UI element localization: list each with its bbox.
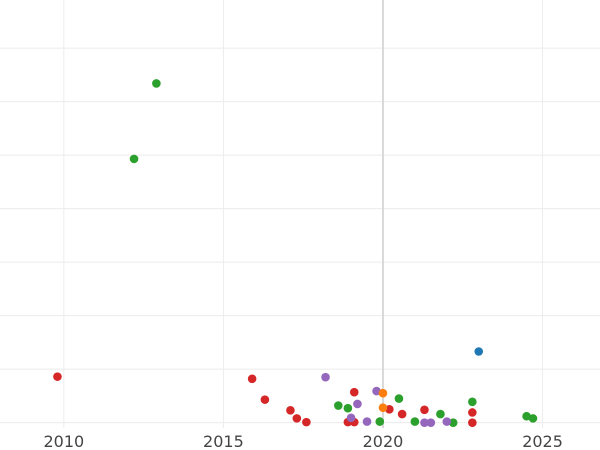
data-point-s1-3 <box>286 406 295 415</box>
data-point-s0-8 <box>448 418 458 427</box>
data-point-s1-1 <box>247 374 257 384</box>
data-point-s0-1 <box>129 154 139 164</box>
x-tick-label-2010: 2010 <box>43 432 84 450</box>
data-point-s0-5 <box>394 394 404 403</box>
data-point-s2-0 <box>321 372 330 382</box>
x-tick-label-2020: 2020 <box>363 432 404 450</box>
data-point-s3-0 <box>378 388 388 398</box>
data-point-s1-11 <box>420 405 429 415</box>
data-point-s1-4 <box>292 414 302 423</box>
data-point-s2-6 <box>426 418 436 427</box>
data-point-s0-7 <box>436 409 445 419</box>
data-point-s1-2 <box>260 395 270 404</box>
x-tick-label-2025: 2025 <box>522 432 563 450</box>
data-point-s2-3 <box>362 417 372 426</box>
data-point-s0-0 <box>152 79 161 88</box>
data-point-s1-0 <box>53 372 62 381</box>
data-point-s0-3 <box>343 403 353 413</box>
data-point-s4-0 <box>474 347 484 356</box>
data-point-s1-10 <box>397 409 407 419</box>
data-point-s0-9 <box>468 397 477 407</box>
data-point-s1-8 <box>349 387 359 397</box>
data-point-s2-1 <box>346 413 356 423</box>
data-point-s1-5 <box>302 417 311 427</box>
data-point-s0-11 <box>528 414 538 423</box>
data-point-s0-4 <box>375 417 385 426</box>
data-point-s2-5 <box>420 418 429 427</box>
x-axis-tick-labels: 2010 2015 2020 2025 <box>43 432 562 450</box>
data-point-s0-2 <box>333 401 343 410</box>
data-point-s2-7 <box>442 417 452 426</box>
grid-lines <box>0 0 600 428</box>
data-point-s3-1 <box>378 403 388 412</box>
data-point-s1-12 <box>468 408 477 417</box>
data-point-s0-6 <box>410 417 420 426</box>
data-points <box>53 79 538 427</box>
data-point-s1-13 <box>468 418 477 427</box>
x-tick-label-2015: 2015 <box>203 432 244 450</box>
data-point-s2-2 <box>353 399 362 409</box>
